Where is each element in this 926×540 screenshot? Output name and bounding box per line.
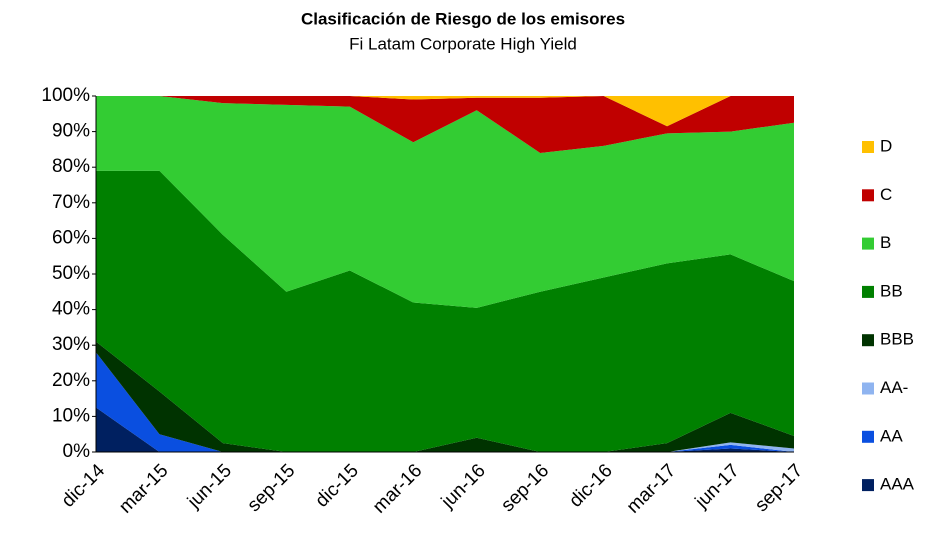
legend-label: D (880, 136, 892, 155)
legend-swatch (862, 430, 874, 443)
x-tick-label: sep-16 (497, 460, 553, 516)
chart-title: Clasificación de Riesgo de los emisores (301, 9, 625, 28)
y-tick-label: 70% (52, 192, 90, 213)
legend-label: BB (880, 281, 903, 300)
area (96, 341, 794, 452)
x-tick-label: jun-17 (691, 460, 744, 513)
x-tick-label: mar-16 (369, 460, 426, 517)
x-tick-label: mar-17 (623, 460, 680, 517)
legend-swatch (862, 141, 874, 153)
legend-label: C (880, 185, 892, 204)
legend-label: AA (880, 426, 903, 445)
legend-swatch (862, 237, 874, 250)
x-tick-label: jun-15 (183, 460, 236, 513)
y-tick-label: 20% (52, 370, 90, 391)
y-tick-label: 0% (63, 441, 91, 462)
y-tick-label: 100% (41, 85, 90, 106)
y-tick-label: 60% (52, 227, 90, 248)
y-tick-label: 50% (52, 263, 90, 284)
legend-swatch (862, 479, 874, 492)
x-tick-label: jun-16 (437, 460, 490, 513)
y-tick-label: 80% (52, 156, 90, 177)
y-tick-label: 90% (52, 121, 90, 142)
x-tick-label: sep-15 (244, 460, 300, 516)
legend-label: BBB (880, 330, 914, 349)
chart-subtitle: Fi Latam Corporate High Yield (349, 34, 577, 53)
legend-swatch (862, 334, 874, 347)
area (96, 96, 794, 153)
legend-label: B (880, 233, 891, 252)
x-tick-label: mar-15 (115, 460, 172, 517)
area (96, 352, 794, 452)
legend-swatch (862, 285, 874, 298)
area (96, 170, 794, 452)
y-tick-label: 30% (52, 334, 90, 355)
x-tick-label: dic-16 (565, 460, 616, 511)
x-tick-label: sep-17 (751, 460, 807, 516)
legend-swatch (862, 382, 874, 395)
y-tick-label: 10% (52, 405, 90, 426)
area (96, 96, 794, 127)
x-tick-label: dic-14 (58, 460, 110, 512)
legend-swatch (862, 189, 874, 202)
x-tick-label: dic-15 (311, 460, 362, 511)
legend-label: AA- (880, 378, 908, 397)
legend-label: AAA (880, 475, 915, 494)
area (96, 96, 794, 308)
y-tick-label: 40% (52, 299, 90, 320)
